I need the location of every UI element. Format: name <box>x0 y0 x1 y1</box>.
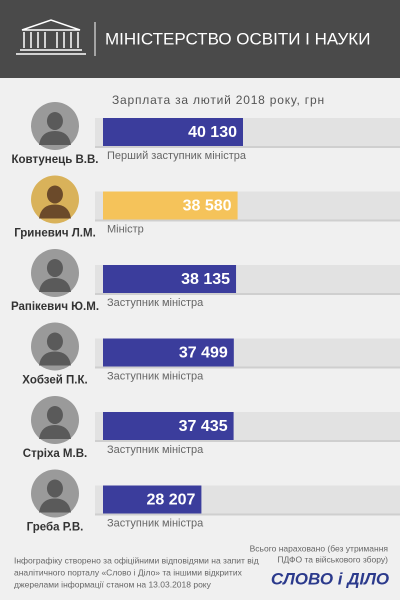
avatar-silhouette <box>39 112 71 145</box>
avatar-silhouette <box>39 259 71 292</box>
bar-shadow <box>95 146 400 148</box>
bar <box>103 265 237 293</box>
avatar-silhouette <box>39 479 71 513</box>
note-line: Інфографіку створено за офіційними відпо… <box>14 555 259 565</box>
bar <box>103 338 234 367</box>
bar <box>103 485 202 514</box>
person-name: Стріха М.В. <box>23 448 87 460</box>
value-label: 38 580 <box>183 198 232 215</box>
note-line: аналітичного порталу «Слово і Діло» та і… <box>14 567 243 577</box>
bar <box>103 191 238 220</box>
note-line: джерелами інформації станом на 13.03.201… <box>14 579 212 589</box>
building-icon <box>16 19 86 55</box>
role: Заступник міністра <box>107 370 204 382</box>
bar-shadow <box>95 293 400 295</box>
avatar-silhouette <box>39 406 71 439</box>
bar-shadow <box>95 440 400 442</box>
header-band <box>0 0 400 78</box>
role: Міністр <box>107 223 144 235</box>
person-name: Хобзей П.К. <box>22 375 87 387</box>
person-name: Греба Р.В. <box>27 522 84 534</box>
value-label: 37 435 <box>179 418 228 435</box>
role: Перший заступник міністра <box>107 150 247 162</box>
bar <box>103 118 243 146</box>
value-label: 37 499 <box>179 345 228 362</box>
logo: СЛОВО і ДІЛО <box>271 569 389 588</box>
person-name: Ковтунець В.В. <box>12 154 99 166</box>
role: Заступник міністра <box>107 444 204 456</box>
role: Заступник міністра <box>107 297 204 309</box>
total-note-line: ПДФО та військового збору) <box>277 554 388 564</box>
avatar-silhouette <box>39 185 71 219</box>
footnote: Інфографіку створено за офіційними відпо… <box>14 543 388 589</box>
total-note-line: Всього нараховано (без утримання <box>250 543 389 553</box>
value-label: 38 135 <box>181 271 230 288</box>
rows: 40 130 Перший заступник міністра Ковтунець… <box>11 102 400 534</box>
value-label: 40 130 <box>188 124 237 141</box>
value-label: 28 207 <box>146 492 195 509</box>
bar-shadow <box>95 219 400 222</box>
avatar-silhouette <box>39 332 71 366</box>
bar-shadow <box>95 513 400 516</box>
bar <box>103 412 234 440</box>
person-name: Рапікевич Ю.М. <box>11 301 99 313</box>
role: Заступник міністра <box>107 517 204 529</box>
subtitle: Зарплата за лютий 2018 року, грн <box>112 93 325 107</box>
bar-shadow <box>95 366 400 369</box>
person-name: Гриневич Л.М. <box>14 228 96 240</box>
chart-title: МІНІСТЕРСТВО ОСВІТИ І НАУКИ <box>105 29 370 48</box>
